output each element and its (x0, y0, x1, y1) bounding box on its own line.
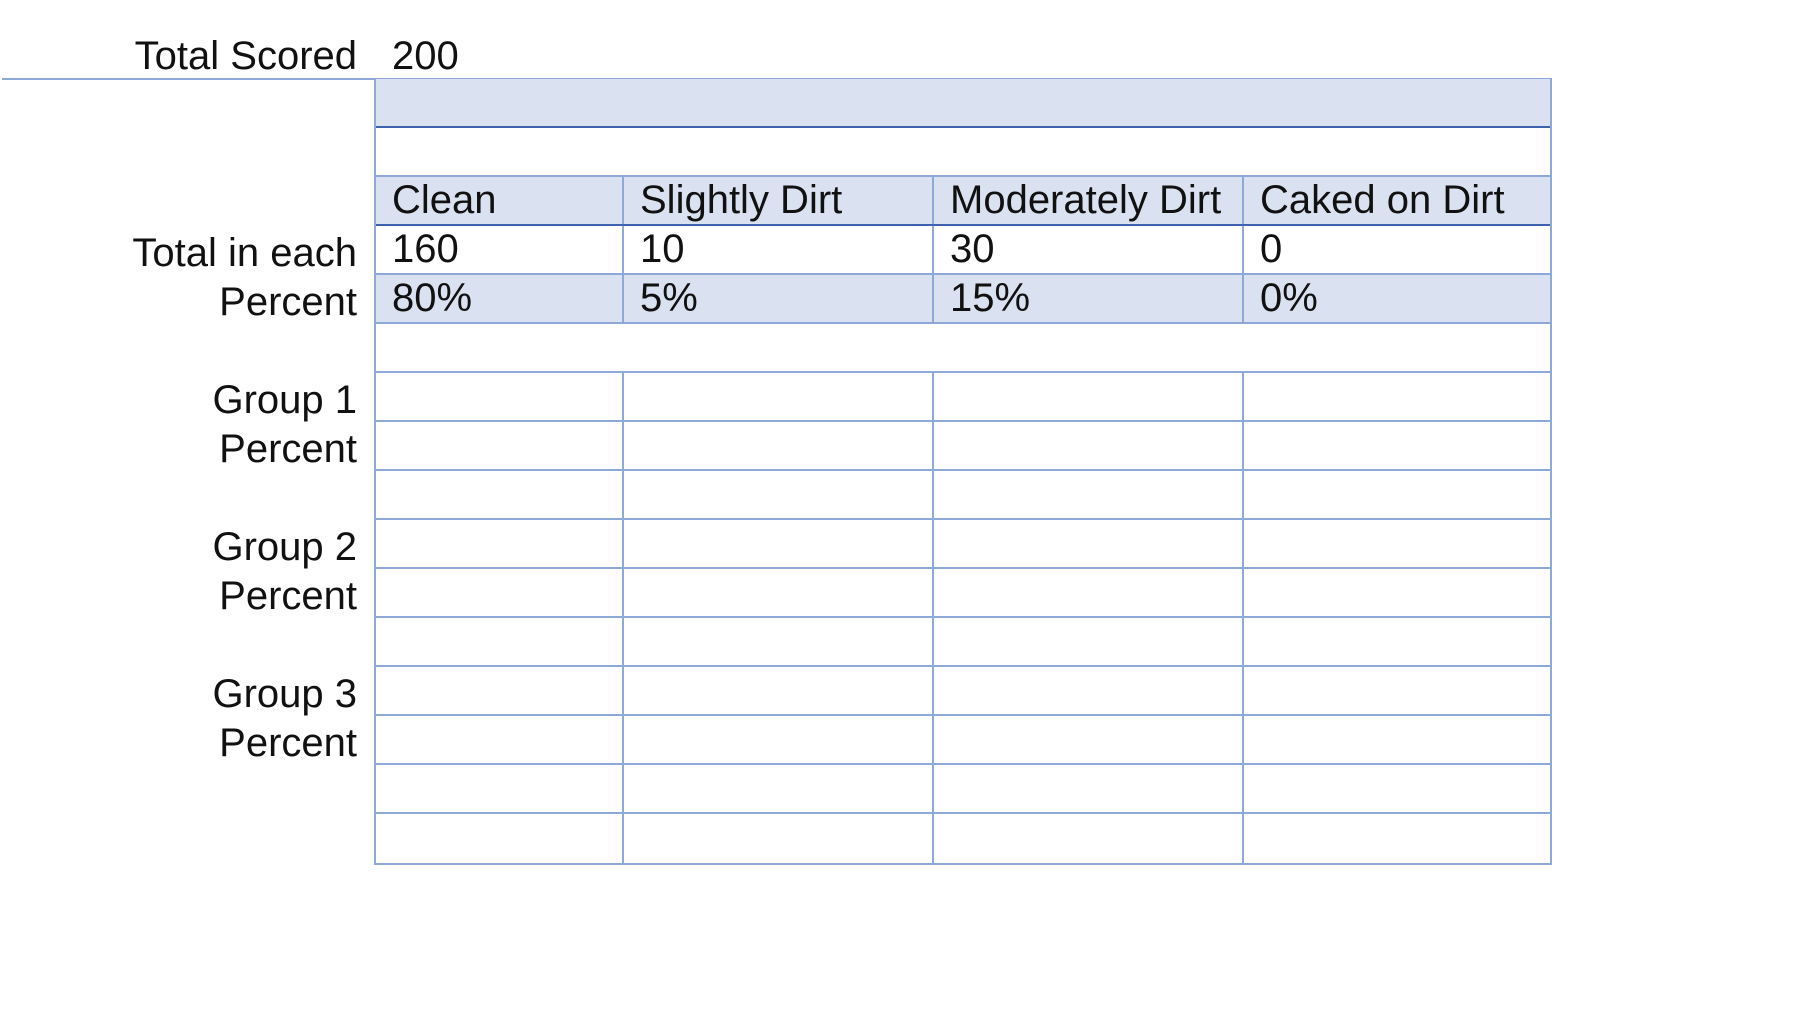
table-cell[interactable] (376, 373, 622, 420)
percent-row: 80% 5% 15% 0% (376, 275, 1550, 324)
table-row (376, 765, 1550, 814)
table-cell[interactable] (1242, 618, 1550, 665)
total-scored-label: Total Scored (134, 34, 357, 78)
table-cell[interactable] (1242, 373, 1550, 420)
table-cell[interactable] (622, 716, 932, 763)
table-cell[interactable] (376, 471, 622, 518)
table-cell[interactable] (1242, 520, 1550, 567)
total-cell-moderately-dirt[interactable]: 30 (932, 226, 1242, 273)
table-cell[interactable] (1242, 765, 1550, 812)
total-cell-clean[interactable]: 160 (392, 227, 459, 271)
table-cell[interactable] (622, 471, 932, 518)
table-cell[interactable] (932, 765, 1242, 812)
table-cell[interactable] (622, 814, 932, 863)
table-cell[interactable] (1242, 569, 1550, 616)
table-cell[interactable] (932, 814, 1242, 863)
total-cell-slightly-dirt[interactable]: 10 (622, 226, 932, 273)
table-cell[interactable] (932, 618, 1242, 665)
group-1-label: Group 1 (212, 378, 357, 422)
table-top-band (376, 79, 1550, 128)
table-cell[interactable] (932, 373, 1242, 420)
table-cell[interactable] (376, 667, 622, 714)
totals-row: 160 10 30 0 (376, 226, 1550, 275)
table-cell[interactable] (622, 520, 932, 567)
table-cell[interactable] (622, 373, 932, 420)
percent-cell-slightly-dirt[interactable]: 5% (622, 275, 932, 322)
table-cell[interactable] (622, 667, 932, 714)
table-cell[interactable] (376, 520, 622, 567)
column-header-caked-on-dirt[interactable]: Caked on Dirt (1242, 177, 1550, 224)
totals-row-label: Total in each (132, 231, 357, 275)
table-cell[interactable] (622, 422, 932, 469)
percent-cell-moderately-dirt[interactable]: 15% (932, 275, 1242, 322)
table-cell[interactable] (1242, 422, 1550, 469)
table-row (376, 471, 1550, 520)
group-3-label: Group 3 (212, 672, 357, 716)
table-cell[interactable] (622, 765, 932, 812)
table-spacer-row (376, 324, 1550, 373)
table-cell[interactable] (622, 569, 932, 616)
total-scored-value[interactable]: 200 (392, 34, 459, 78)
table-row (376, 814, 1550, 863)
column-header-clean[interactable]: Clean (392, 178, 497, 222)
table-cell[interactable] (622, 618, 932, 665)
table-cell[interactable] (376, 618, 622, 665)
table-header-row: Clean Slightly Dirt Moderately Dirt Cake… (376, 177, 1550, 226)
table-cell[interactable] (932, 716, 1242, 763)
table-cell[interactable] (376, 422, 622, 469)
group-1-percent-label: Percent (219, 427, 357, 471)
total-cell-caked-on-dirt[interactable]: 0 (1242, 226, 1550, 273)
table-cell[interactable] (376, 765, 622, 812)
table-row (376, 618, 1550, 667)
table-row (376, 716, 1550, 765)
table-cell[interactable] (1242, 667, 1550, 714)
table-top-band-cell[interactable] (376, 79, 1550, 126)
group-2-label: Group 2 (212, 525, 357, 569)
column-header-moderately-dirt[interactable]: Moderately Dirt (932, 177, 1242, 224)
table-spacer-cell[interactable] (376, 324, 1550, 371)
table-cell[interactable] (376, 814, 622, 863)
table-cell[interactable] (1242, 814, 1550, 863)
table-cell[interactable] (376, 716, 622, 763)
table-cell[interactable] (932, 471, 1242, 518)
table-row (376, 569, 1550, 618)
group-2-percent-label: Percent (219, 574, 357, 618)
table-cell[interactable] (1242, 716, 1550, 763)
percent-row-label: Percent (219, 280, 357, 324)
table-cell[interactable] (376, 569, 622, 616)
percent-cell-clean[interactable]: 80% (392, 276, 473, 320)
table-cell[interactable] (932, 569, 1242, 616)
percent-cell-caked-on-dirt[interactable]: 0% (1242, 275, 1550, 322)
table-row (376, 422, 1550, 471)
column-header-slightly-dirt[interactable]: Slightly Dirt (622, 177, 932, 224)
table-cell[interactable] (1242, 471, 1550, 518)
table-blank-row (376, 128, 1550, 177)
group-3-percent-label: Percent (219, 721, 357, 765)
table-cell[interactable] (932, 520, 1242, 567)
table-cell[interactable] (932, 422, 1242, 469)
score-table: Clean Slightly Dirt Moderately Dirt Cake… (374, 79, 1552, 865)
table-cell[interactable] (932, 667, 1242, 714)
table-blank-cell[interactable] (376, 128, 1550, 175)
table-row (376, 667, 1550, 716)
table-row (376, 520, 1550, 569)
table-row (376, 373, 1550, 422)
